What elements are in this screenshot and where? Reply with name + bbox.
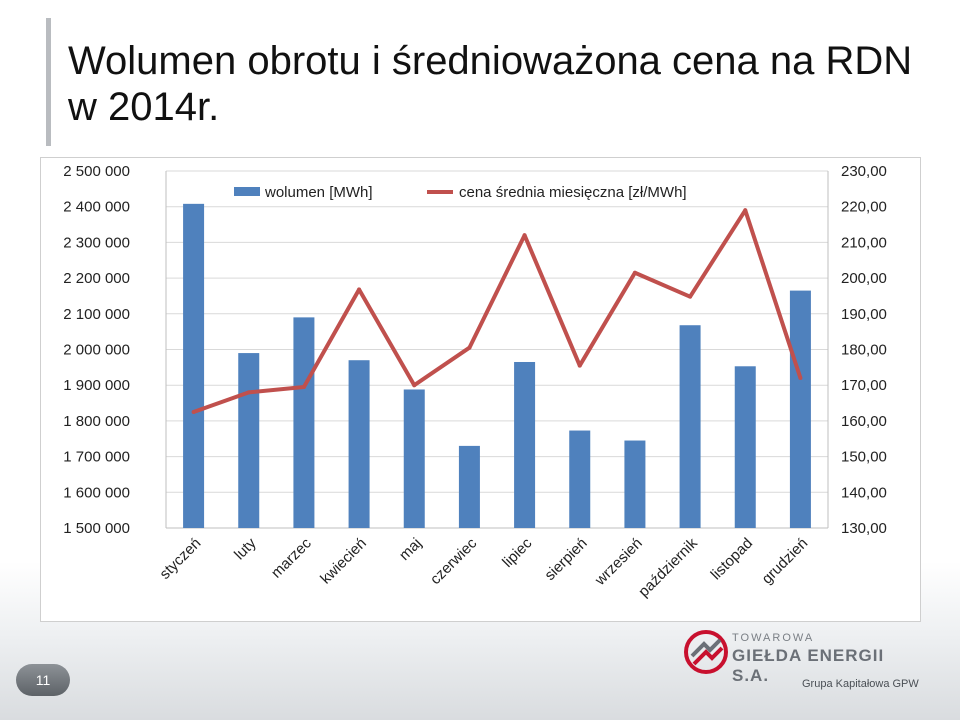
page-number: 11: [16, 664, 70, 696]
slide-title-line-1: Wolumen obrotu i średnioważona cena na R…: [68, 39, 913, 83]
y-left-tick-label: 1 600 000: [63, 484, 130, 501]
x-tick-label: październik: [635, 534, 701, 600]
price-point: [191, 409, 196, 414]
y-left-tick-label: 2 200 000: [63, 270, 130, 287]
y-right-tick-label: 200,00: [841, 270, 887, 287]
legend-label-price: cena średnia miesięczna [zł/MWh]: [459, 184, 687, 201]
logo-text-towarowa: TOWAROWA: [732, 632, 815, 644]
bar: [403, 389, 425, 528]
x-tick-label: maj: [396, 535, 425, 564]
y-left-tick-label: 2 300 000: [63, 234, 130, 251]
y-left-tick-label: 2 000 000: [63, 342, 130, 359]
legend-swatch-volume: [234, 187, 260, 196]
price-point: [632, 270, 637, 275]
tge-logo-icon: [684, 630, 728, 674]
company-logo: TOWAROWA GIEŁDA ENERGII S.A. Grupa Kapit…: [684, 628, 924, 698]
y-right-tick-label: 210,00: [841, 234, 887, 251]
bar: [183, 203, 205, 528]
price-line: [192, 208, 803, 414]
bar: [569, 430, 591, 528]
slide-title-line-2: w 2014r.: [68, 85, 220, 129]
bar: [789, 290, 811, 528]
x-tick-label: marzec: [268, 534, 315, 581]
price-point: [412, 383, 417, 388]
x-tick-label: listopad: [707, 535, 756, 584]
x-tick-label: kwiecień: [317, 535, 370, 588]
bar: [514, 361, 536, 528]
x-tick-label: grudzień: [759, 535, 812, 588]
logo-text-gielda: GIEŁDA ENERGII S.A.: [732, 646, 885, 685]
y-left-tick-label: 1 500 000: [63, 520, 130, 537]
y-left-tick-label: 2 400 000: [63, 199, 130, 216]
x-tick-label: styczeń: [156, 535, 204, 583]
y-right-tick-label: 140,00: [841, 484, 887, 501]
y-right-tick-label: 230,00: [841, 163, 887, 180]
bar: [458, 445, 480, 528]
price-point: [577, 363, 582, 368]
price-point: [246, 390, 251, 395]
x-tick-label: wrzesień: [591, 535, 646, 590]
y-left-tick-label: 1 800 000: [63, 413, 130, 430]
bar: [624, 440, 646, 528]
y-right-tick-label: 150,00: [841, 449, 887, 466]
price-point: [743, 208, 748, 213]
x-tick-label: lipiec: [499, 534, 536, 571]
x-tick-label: czerwiec: [427, 534, 481, 588]
bar: [348, 360, 370, 528]
price-point: [301, 384, 306, 389]
combo-chart: 1 500 000 1 600 000 1 700 000 1 800 000 1 90…: [63, 163, 887, 600]
title-accent-bar: [46, 18, 51, 146]
x-tick-label: sierpień: [541, 535, 590, 584]
logo-text-group: Grupa Kapitałowa GPW: [802, 678, 919, 690]
x-tick-label: luty: [231, 534, 260, 563]
price-point: [522, 233, 527, 238]
y-right-tick-label: 220,00: [841, 199, 887, 216]
y-left-tick-label: 2 500 000: [63, 163, 130, 180]
chart-frame: 1 500 000 1 600 000 1 700 000 1 800 000 1 90…: [40, 157, 921, 622]
bar: [238, 353, 260, 528]
bar: [293, 317, 315, 528]
bar: [679, 325, 701, 528]
price-point: [798, 376, 803, 381]
y-left-tick-label: 2 100 000: [63, 306, 130, 323]
y-left-tick-label: 1 900 000: [63, 377, 130, 394]
y-right-tick-label: 130,00: [841, 520, 887, 537]
slide-title: Wolumen obrotu i średnioważona cena na R…: [68, 38, 928, 130]
y-left-tick-label: 1 700 000: [63, 449, 130, 466]
y-right-tick-label: 180,00: [841, 342, 887, 359]
price-point: [688, 294, 693, 299]
price-point: [357, 287, 362, 292]
y-right-tick-label: 160,00: [841, 413, 887, 430]
y-right-tick-label: 170,00: [841, 377, 887, 394]
legend-label-volume: wolumen [MWh]: [264, 184, 373, 201]
bar: [734, 366, 756, 528]
y-right-tick-label: 190,00: [841, 306, 887, 323]
price-point: [467, 345, 472, 350]
